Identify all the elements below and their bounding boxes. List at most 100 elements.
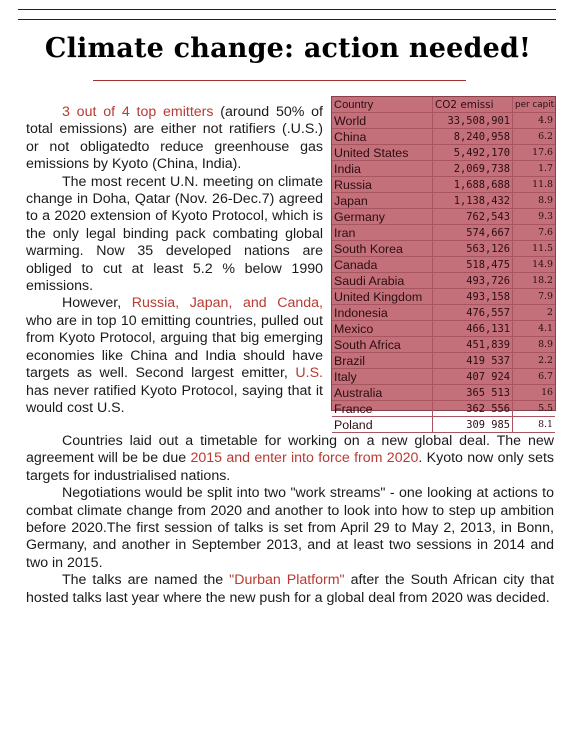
table-row: France 362 556 5.5 (332, 400, 555, 417)
country-cell: United States (332, 144, 433, 161)
per-capita-cell: 1.7 (512, 160, 555, 177)
country-cell: Saudi Arabia (332, 272, 433, 289)
paragraph-text: (around 50% of total emissions) are eith… (26, 104, 323, 173)
paragraph-3: However, Russia, Japan, and Canda, who a… (26, 295, 323, 417)
table-row: Saudi Arabia 493,726 18.2 (332, 272, 555, 289)
emissions-cell: 466,131 (432, 320, 513, 337)
per-capita-cell: 6.7 (512, 368, 555, 385)
table-row: India 2,069,738 1.7 (332, 160, 555, 177)
per-capita-cell: 5.5 (512, 400, 555, 417)
per-capita-cell: 14.9 (512, 256, 555, 273)
country-cell: Brazil (332, 352, 433, 369)
top-rule-1 (18, 9, 556, 10)
column-header: CO2 emissi (432, 97, 513, 113)
paragraph-text: Countries laid out a timetable for worki… (26, 433, 554, 467)
table-row: United States 5,492,170 17.6 (332, 144, 555, 161)
country-cell: Japan (332, 192, 433, 209)
top-rule-2 (18, 19, 556, 20)
per-capita-cell: 4.9 (512, 112, 555, 129)
country-cell: Italy (332, 368, 433, 385)
highlight-text: U.S. (295, 365, 323, 382)
country-cell: Germany (332, 208, 433, 225)
paragraph-text: after the South African city that hosted… (26, 572, 555, 606)
country-cell: South Korea (332, 240, 433, 257)
per-capita-cell: 8.1 (512, 416, 555, 433)
paragraph-5: Negotiations would be split into two "wo… (26, 485, 554, 571)
country-cell: Poland (332, 416, 433, 433)
emissions-cell: 476,557 (432, 304, 513, 321)
country-cell: France (332, 400, 433, 417)
paragraph-text: . Kyoto now only sets targets for indust… (26, 450, 555, 484)
table-header-row: Country CO2 emissi per capita (332, 97, 555, 113)
per-capita-cell: 16 (512, 384, 555, 401)
table-row: South Africa 451,839 8.9 (332, 336, 555, 353)
highlight-text: Russia, Japan, and Canda, (131, 295, 323, 312)
highlight-text: 2015 and enter into force from 2020 (190, 450, 419, 467)
table-row: Brazil 419 537 2.2 (332, 352, 555, 369)
emissions-cell: 5,492,170 (432, 144, 513, 161)
table-row: Iran 574,667 7.6 (332, 224, 555, 241)
emissions-cell: 309 985 (432, 416, 513, 433)
per-capita-cell: 18.2 (512, 272, 555, 289)
per-capita-cell: 4.1 (512, 320, 555, 337)
emissions-cell: 33,508,901 (432, 112, 513, 129)
emissions-table: Country CO2 emissi per capita World33,50… (331, 96, 556, 433)
paragraph-text: who are in top 10 emitting countries, pu… (26, 312, 323, 382)
emissions-cell: 451,839 (432, 336, 513, 353)
per-capita-cell: 17.6 (512, 144, 555, 161)
country-cell: Mexico (332, 320, 433, 337)
emissions-cell: 1,688,688 (432, 176, 513, 193)
emissions-cell: 1,138,432 (432, 192, 513, 209)
emissions-cell: 2,069,738 (432, 160, 513, 177)
emissions-cell: 493,158 (432, 288, 513, 305)
per-capita-cell: 11.8 (512, 176, 555, 193)
per-capita-cell: 8.9 (512, 192, 555, 209)
country-cell: South Africa (332, 336, 433, 353)
table-row: Indonesia 476,557 2 (332, 304, 555, 321)
emissions-cell: 762,543 (432, 208, 513, 225)
emissions-cell: 8,240,958 (432, 128, 513, 145)
table-body: World 33,508,901 4.9 China 8,240,958 6.2 Unite… (332, 112, 555, 433)
paragraph-text: The talks are named the (62, 572, 230, 589)
country-cell: Australia (332, 384, 433, 401)
table-row: Germany 762,543 9.3 (332, 208, 555, 225)
paragraph-4: Countries laid out a timetable for worki… (26, 433, 554, 485)
table-row: Russia 1,688,688 11.8 (332, 176, 555, 193)
country-cell: Iran (332, 224, 433, 241)
table-row: Japan 1,138,432 8.9 (332, 192, 555, 209)
country-cell: Russia (332, 176, 433, 193)
per-capita-cell: 7.6 (512, 224, 555, 241)
country-cell: Canada (332, 256, 433, 273)
per-capita-cell: 9.3 (512, 208, 555, 225)
full-width-column: Countries laid out a timetable for worki… (26, 433, 554, 607)
paragraph-text: However, (62, 295, 132, 312)
per-capita-cell: 6.2 (512, 128, 555, 145)
highlight-text: 3 out of 4 top emitters (62, 104, 214, 120)
emissions-cell: 574,667 (432, 224, 513, 241)
table-row: Poland 309 985 8.1 (332, 416, 555, 433)
emissions-cell: 419 537 (432, 352, 513, 369)
emissions-cell: 518,475 (432, 256, 513, 273)
paragraph-1: 3 out of 4 top emitters (around 50% of t… (26, 104, 323, 174)
emissions-cell: 493,726 (432, 272, 513, 289)
country-cell: India (332, 160, 433, 177)
table-row: China 8,240,958 6.2 (332, 128, 555, 145)
column-header: Country (332, 97, 433, 113)
country-cell: World (332, 112, 433, 129)
paragraph-text: has never ratified Kyoto Protocol, sayin… (26, 382, 323, 416)
country-cell: Indonesia (332, 304, 433, 321)
title-underline (93, 80, 466, 81)
emissions-cell: 407 924 (432, 368, 513, 385)
table-row: Australia 365 513 16 (332, 384, 555, 401)
per-capita-cell: 7.9 (512, 288, 555, 305)
left-column: 3 out of 4 top emitters (around 50% of t… (26, 104, 323, 417)
per-capita-cell: 8.9 (512, 336, 555, 353)
country-cell: United Kingdom (332, 288, 433, 305)
table-row: Mexico 466,131 4.1 (332, 320, 555, 337)
per-capita-cell: 11.5 (512, 240, 555, 257)
per-capita-cell: 2.2 (512, 352, 555, 369)
emissions-cell: 365 513 (432, 384, 513, 401)
highlight-text: "Durban Platform" (229, 572, 345, 589)
per-capita-cell: 2 (512, 304, 555, 321)
emissions-cell: 362 556 (432, 400, 513, 417)
